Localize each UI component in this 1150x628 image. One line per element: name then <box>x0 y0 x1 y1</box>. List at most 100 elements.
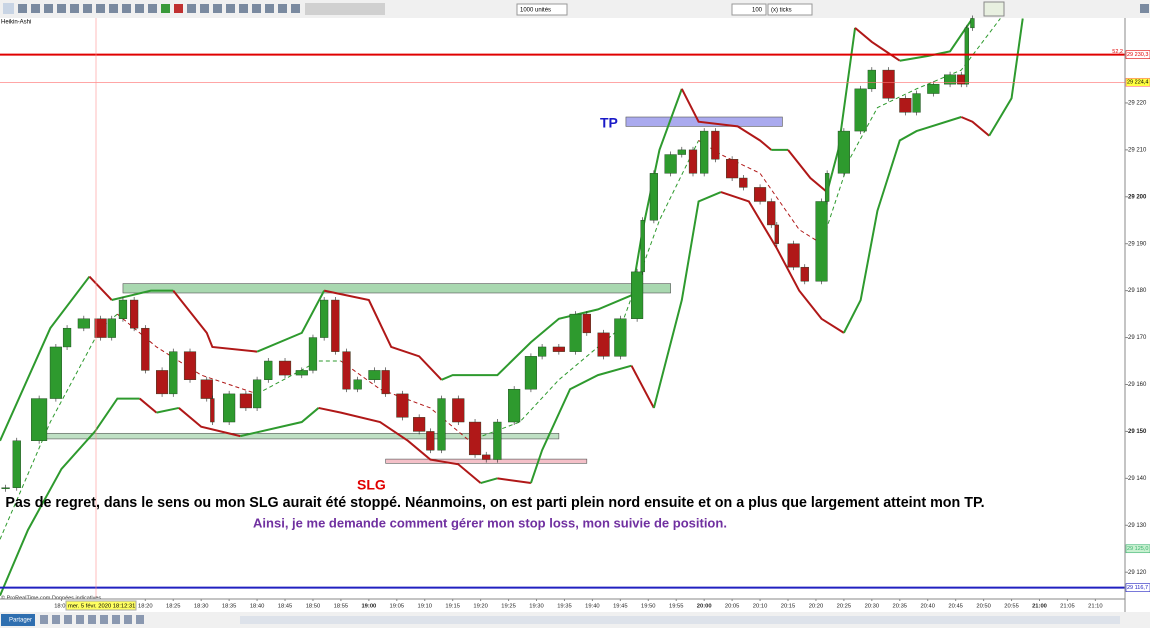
x-tick-label: 18:50 <box>306 604 321 610</box>
candle <box>726 159 739 179</box>
x-tick-label: 18:45 <box>278 604 293 610</box>
annotation-slg: SLG <box>357 477 386 493</box>
candle <box>169 351 178 395</box>
x-tick-label: 20:20 <box>809 604 824 610</box>
x-tick-label: 18:20 <box>138 604 153 610</box>
x-tick-label: 20:50 <box>976 604 991 610</box>
candle <box>597 332 610 357</box>
candle <box>753 187 767 202</box>
x-tick-label: 20:55 <box>1004 604 1019 610</box>
candle <box>664 154 677 174</box>
band-line <box>117 313 258 395</box>
band-line <box>988 18 1024 137</box>
x-tick-label: 19:10 <box>417 604 432 610</box>
band-line <box>88 275 113 301</box>
price-label: 29 125,0 <box>1127 546 1148 552</box>
candle <box>800 266 809 282</box>
candle <box>787 243 800 268</box>
candle <box>927 83 940 94</box>
candle <box>899 98 912 113</box>
x-tick-label: 19:00 <box>361 604 376 610</box>
candle <box>210 398 215 423</box>
candle <box>493 421 502 460</box>
candle <box>677 149 686 155</box>
x-tick-label: 19:30 <box>529 604 544 610</box>
plot <box>0 15 1125 597</box>
candle <box>94 318 107 338</box>
y-tick-label: 29 200 <box>1128 194 1147 200</box>
candle <box>824 173 830 202</box>
axes: 29 230,3 52,2 29 224,4 29 125,0 29 116,7 29 1… <box>54 49 1150 610</box>
candle <box>31 398 48 441</box>
candle <box>183 351 197 380</box>
candle <box>569 313 582 352</box>
candle <box>468 421 482 456</box>
x-tick-label: 20:45 <box>948 604 963 610</box>
x-tick-label: 18:30 <box>194 604 209 610</box>
ticks-input[interactable] <box>731 3 767 16</box>
ticks-select[interactable] <box>767 3 813 16</box>
candle <box>482 454 491 460</box>
x-tick-label: 19:25 <box>501 604 516 610</box>
candle <box>582 313 591 334</box>
candle <box>252 379 262 409</box>
x-tick-label: 19:20 <box>473 604 488 610</box>
source: © ProRealTime.com Données indicatives <box>1 594 101 601</box>
zone <box>122 283 671 294</box>
share: Partager <box>9 618 32 624</box>
band-line <box>256 290 326 353</box>
chart-mode[interactable] <box>983 1 1005 17</box>
x-tick-label: 21:00 <box>1032 604 1047 610</box>
x-tick-label: 20:00 <box>697 604 712 610</box>
x-tick-label: 19:05 <box>390 604 405 610</box>
band-line <box>652 191 722 409</box>
band-line <box>256 360 341 395</box>
candle <box>957 74 966 85</box>
candle <box>381 370 390 395</box>
band-line <box>139 397 158 414</box>
candle <box>368 370 381 380</box>
candle <box>239 393 252 409</box>
x-tick-label: 20:05 <box>725 604 740 610</box>
band-line <box>178 407 241 438</box>
candle <box>614 318 627 357</box>
y-tick-label: 29 180 <box>1128 288 1147 294</box>
candle <box>700 130 709 174</box>
candle <box>130 299 139 329</box>
annotation-comment: Pas de regret, dans le sens ou mon SLG a… <box>5 495 984 511</box>
candle <box>156 370 169 395</box>
band-line <box>854 27 901 62</box>
candle <box>308 337 318 371</box>
candle <box>837 130 850 174</box>
candle <box>774 224 779 244</box>
candle <box>882 69 895 99</box>
band-line <box>172 290 258 353</box>
candle <box>437 398 446 451</box>
band-line <box>0 397 140 597</box>
y-tick-label: 29 190 <box>1128 241 1147 247</box>
x-tick-label: 18:40 <box>250 604 265 610</box>
x-tick-label: 20:30 <box>865 604 880 610</box>
band-line <box>240 407 320 438</box>
y-tick-label: 29 140 <box>1128 476 1147 482</box>
candle <box>854 88 867 132</box>
candle <box>508 388 521 423</box>
price-box <box>1125 77 1150 87</box>
price-label: 29 116,7 <box>1127 585 1148 591</box>
toolbar <box>0 0 1150 18</box>
candle <box>200 379 213 399</box>
candle <box>537 346 547 357</box>
candle <box>264 360 273 380</box>
price-box <box>1125 583 1150 592</box>
x-tick-label: 18:55 <box>334 604 349 610</box>
y-tick-label: 29 210 <box>1128 147 1147 153</box>
candle <box>396 393 409 418</box>
annotation-tp: TP <box>600 115 618 131</box>
share-button[interactable] <box>1 614 35 626</box>
candle <box>964 27 969 85</box>
units-select[interactable] <box>516 3 568 16</box>
ticks-unit: (x) ticks <box>771 8 792 14</box>
band-line <box>0 275 91 442</box>
candle <box>767 201 776 226</box>
